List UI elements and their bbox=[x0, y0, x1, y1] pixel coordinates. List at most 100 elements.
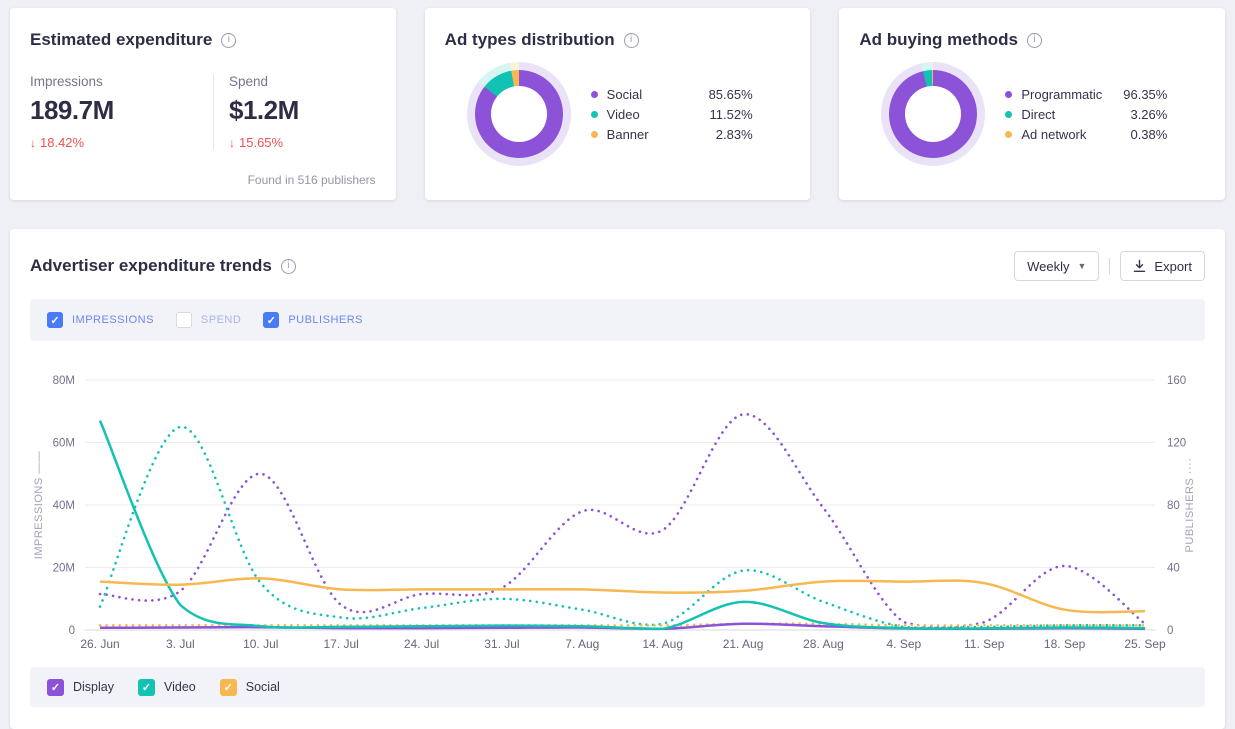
x-axis-tick: 4. Sep bbox=[886, 637, 921, 651]
toggle-label: Social bbox=[245, 680, 280, 694]
legend-label: Ad network bbox=[1021, 126, 1087, 142]
ad-buying-methods-card: Ad buying methods i Programmatic 96.35% Di… bbox=[839, 8, 1226, 200]
ad-type-legend-bar: ✓ Display ✓ Video ✓ Social bbox=[30, 667, 1205, 707]
x-axis-tick: 28. Aug bbox=[803, 637, 844, 651]
x-axis-tick: 25. Sep bbox=[1124, 637, 1166, 651]
left-axis-tick: 0 bbox=[69, 625, 75, 637]
info-icon[interactable]: i bbox=[623, 32, 639, 48]
expenditure-trends-card: Advertiser expenditure trends i Weekly ▼… bbox=[10, 229, 1225, 729]
spend-metric: Spend $1.2M ↓ 15.65% bbox=[229, 74, 299, 150]
x-axis-tick: 14. Aug bbox=[642, 637, 683, 651]
left-axis-tick: 40M bbox=[53, 500, 75, 512]
publishers-footnote: Found in 516 publishers bbox=[247, 173, 376, 187]
info-icon[interactable]: i bbox=[280, 258, 296, 274]
right-axis-tick: 80 bbox=[1167, 500, 1180, 512]
toggle-label: SPEND bbox=[200, 314, 242, 326]
legend-item-ad-network: Ad network 0.38% bbox=[1005, 124, 1167, 144]
legend-label: Social bbox=[606, 86, 643, 102]
right-axis-tick: 0 bbox=[1167, 625, 1173, 637]
buying-methods-donut-chart bbox=[881, 62, 986, 166]
toggle-label: PUBLISHERS bbox=[288, 314, 364, 326]
x-axis-tick: 31. Jul bbox=[484, 637, 519, 651]
trends-chart: 0 0 20M 40 40M 80 60M 120 80M 160 IMPRESSIONS —— PU… bbox=[30, 355, 1205, 660]
legend-percent: 2.83% bbox=[715, 126, 753, 142]
card-title: Ad types distribution bbox=[444, 30, 615, 49]
series-video-publishers bbox=[98, 425, 1147, 630]
ad-types-distribution-card: Ad types distribution i Social 85.65% Vide… bbox=[424, 8, 811, 200]
x-axis-tick: 24. Jul bbox=[404, 637, 439, 651]
page-title: Advertiser expenditure trends bbox=[30, 256, 272, 275]
card-title: Ad buying methods bbox=[859, 30, 1019, 49]
right-axis-tick: 40 bbox=[1167, 563, 1180, 575]
metric-toggle-publishers[interactable]: ✓ PUBLISHERS bbox=[263, 312, 363, 328]
x-axis-tick: 3. Jul bbox=[166, 637, 195, 651]
metric-value: 189.7M bbox=[30, 95, 114, 125]
x-axis-tick: 11. Sep bbox=[964, 637, 1005, 651]
x-axis-tick: 17. Jul bbox=[323, 637, 358, 651]
left-axis-title: IMPRESSIONS —— bbox=[33, 451, 45, 559]
estimated-expenditure-card: Estimated expenditure i Impressions 189.… bbox=[10, 8, 396, 200]
series-video-impressions bbox=[98, 420, 1146, 631]
toggle-label: IMPRESSIONS bbox=[72, 314, 154, 326]
info-icon[interactable]: i bbox=[1027, 32, 1043, 48]
legend-percent: 0.38% bbox=[1130, 126, 1168, 142]
type-toggle-video[interactable]: ✓ Video bbox=[138, 678, 196, 696]
metric-toggle-spend[interactable]: SPEND bbox=[175, 312, 242, 328]
legend-item-programmatic: Programmatic 96.35% bbox=[1005, 84, 1167, 104]
checked-checkbox-icon[interactable]: ✓ bbox=[138, 678, 155, 696]
legend-percent: 85.65% bbox=[708, 86, 753, 102]
right-axis-tick: 160 bbox=[1167, 375, 1186, 387]
legend-label: Video bbox=[606, 106, 640, 122]
ad-types-donut-chart bbox=[466, 62, 571, 166]
donut-hole bbox=[490, 86, 547, 142]
metric-toggle-impressions[interactable]: ✓ IMPRESSIONS bbox=[47, 312, 154, 328]
x-axis-tick: 26. Jun bbox=[80, 637, 119, 651]
impressions-metric: Impressions 189.7M ↓ 18.42% bbox=[30, 74, 213, 150]
legend-dot-icon bbox=[1005, 90, 1013, 98]
left-axis-tick: 80M bbox=[53, 375, 75, 387]
export-label: Export bbox=[1154, 258, 1192, 274]
chart-gridlines: 0 0 20M 40 40M 80 60M 120 80M 160 bbox=[53, 375, 1187, 637]
metric-label: Impressions bbox=[30, 74, 103, 89]
unchecked-checkbox-icon[interactable] bbox=[175, 312, 192, 328]
divider bbox=[213, 74, 214, 150]
series-social-publishers bbox=[98, 622, 1147, 627]
down-arrow-icon: ↓ bbox=[30, 136, 36, 150]
x-axis-tick: 18. Sep bbox=[1044, 637, 1086, 651]
donut-hole bbox=[905, 86, 962, 142]
legend-item-social: Social 85.65% bbox=[590, 84, 753, 104]
legend-label: Banner bbox=[606, 126, 649, 142]
checked-checkbox-icon[interactable]: ✓ bbox=[219, 678, 237, 696]
legend-dot-icon bbox=[590, 110, 598, 118]
legend-percent: 11.52% bbox=[709, 106, 753, 122]
metric-toggle-bar: ✓ IMPRESSIONS SPEND ✓ PUBLISHERS bbox=[30, 299, 1205, 341]
right-axis-tick: 120 bbox=[1167, 438, 1186, 450]
x-axis-tick: 10. Jul bbox=[243, 637, 278, 651]
line-chart-canvas: 0 0 20M 40 40M 80 60M 120 80M 160 IMPRESSIONS —— PU… bbox=[33, 375, 1196, 651]
checked-checkbox-icon[interactable]: ✓ bbox=[47, 678, 64, 696]
checked-checkbox-icon[interactable]: ✓ bbox=[47, 312, 63, 328]
ad-types-legend: Social 85.65% Video 11.52% Banner 2.83% bbox=[590, 84, 753, 144]
legend-item-video: Video 11.52% bbox=[590, 104, 753, 124]
legend-item-direct: Direct 3.26% bbox=[1005, 104, 1167, 124]
export-button[interactable]: Export bbox=[1120, 251, 1205, 281]
metric-change: ↓ 15.65% bbox=[229, 135, 284, 150]
metric-change: ↓ 18.42% bbox=[30, 135, 85, 150]
legend-item-banner: Banner 2.83% bbox=[590, 124, 753, 144]
legend-dot-icon bbox=[1005, 110, 1013, 118]
down-arrow-icon: ↓ bbox=[229, 136, 235, 150]
chevron-down-icon: ▼ bbox=[1077, 261, 1087, 271]
period-dropdown[interactable]: Weekly ▼ bbox=[1014, 251, 1100, 281]
info-icon[interactable]: i bbox=[221, 32, 237, 48]
x-axis-tick: 7. Aug bbox=[565, 637, 599, 651]
right-axis-title: PUBLISHERS ···· bbox=[1184, 458, 1196, 553]
buying-methods-legend: Programmatic 96.35% Direct 3.26% Ad network 0… bbox=[1005, 84, 1167, 144]
summary-cards-row: Estimated expenditure i Impressions 189.… bbox=[0, 0, 1235, 200]
series-display-publishers bbox=[98, 413, 1147, 629]
checked-checkbox-icon[interactable]: ✓ bbox=[263, 312, 280, 328]
type-toggle-social[interactable]: ✓ Social bbox=[219, 678, 280, 696]
divider bbox=[1109, 258, 1111, 274]
left-axis-tick: 20M bbox=[53, 563, 75, 575]
type-toggle-display[interactable]: ✓ Display bbox=[47, 678, 114, 696]
left-axis-tick: 60M bbox=[53, 438, 75, 450]
